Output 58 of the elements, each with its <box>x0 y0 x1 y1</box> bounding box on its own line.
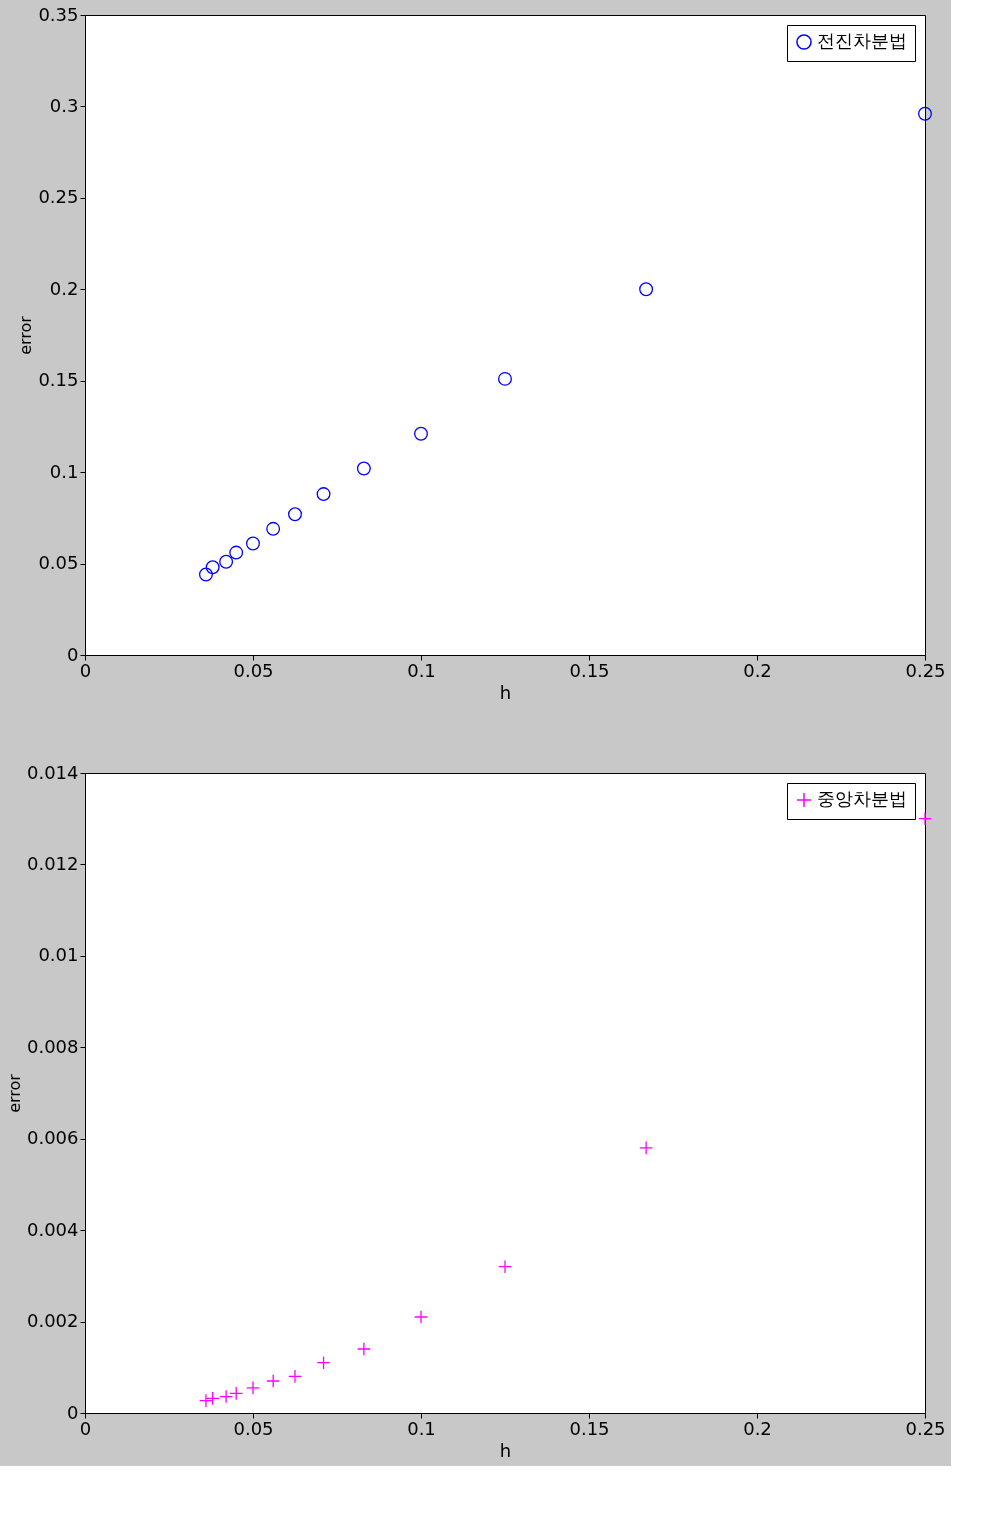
x-tick-label: 0.05 <box>233 1417 274 1439</box>
point <box>414 1310 428 1324</box>
point <box>229 545 244 560</box>
point <box>198 567 213 582</box>
x-tick-label: 0.1 <box>407 659 436 681</box>
y-tick-label: 0.15 <box>38 369 79 391</box>
point <box>219 554 234 569</box>
point <box>198 1393 213 1408</box>
y-axis-title: error <box>4 1073 24 1113</box>
point <box>498 1259 512 1274</box>
y-tick-label: 0.006 <box>26 1127 79 1149</box>
point <box>246 1380 260 1395</box>
x-tick-label: 0.1 <box>407 1417 436 1439</box>
point <box>356 1342 371 1356</box>
y-tick-label: 0 <box>67 643 79 665</box>
y-tick-label: 0.008 <box>26 1035 79 1057</box>
point <box>918 106 932 121</box>
y-tick-label: 0.014 <box>26 761 79 783</box>
point <box>205 560 220 575</box>
point <box>246 536 260 551</box>
point <box>288 507 302 522</box>
x-tick-label: 0.15 <box>569 659 610 681</box>
point <box>414 426 428 441</box>
point <box>266 521 281 536</box>
y-tick-label: 0.25 <box>38 186 79 208</box>
point <box>498 371 512 386</box>
point <box>918 811 932 826</box>
y-tick-label: 0.35 <box>38 3 79 25</box>
point <box>219 1389 234 1404</box>
point <box>639 282 654 297</box>
point <box>266 1374 281 1388</box>
x-tick-label: 0.15 <box>569 1417 610 1439</box>
point <box>316 487 331 502</box>
y-axis-title: error <box>16 315 36 355</box>
x-tick-label: 0.25 <box>905 1417 946 1439</box>
point <box>288 1369 302 1384</box>
point <box>639 1140 654 1155</box>
x-tick-label: 0.2 <box>743 1417 772 1439</box>
y-tick-label: 0 <box>67 1401 79 1423</box>
x-tick-label: 0.25 <box>905 659 946 681</box>
x-tick-label: 0.05 <box>233 659 274 681</box>
point <box>316 1355 331 1370</box>
y-tick-label: 0.05 <box>38 552 79 574</box>
x-tick-label: 0.2 <box>743 659 772 681</box>
y-tick-label: 0.012 <box>26 852 79 874</box>
x-axis-title: h <box>499 681 512 703</box>
y-tick-label: 0.1 <box>49 460 79 482</box>
y-tick-label: 0.3 <box>49 94 79 116</box>
legend-label: 중앙차분법 <box>817 788 907 809</box>
y-tick-label: 0.2 <box>49 277 79 299</box>
y-tick-label: 0.01 <box>38 944 79 966</box>
point <box>356 461 371 476</box>
point <box>229 1386 244 1401</box>
y-tick-label: 0.002 <box>26 1310 79 1332</box>
point <box>205 1391 220 1406</box>
legend-label: 전진차분법 <box>817 30 907 51</box>
x-axis-title: h <box>499 1439 512 1461</box>
y-tick-label: 0.004 <box>26 1218 79 1240</box>
